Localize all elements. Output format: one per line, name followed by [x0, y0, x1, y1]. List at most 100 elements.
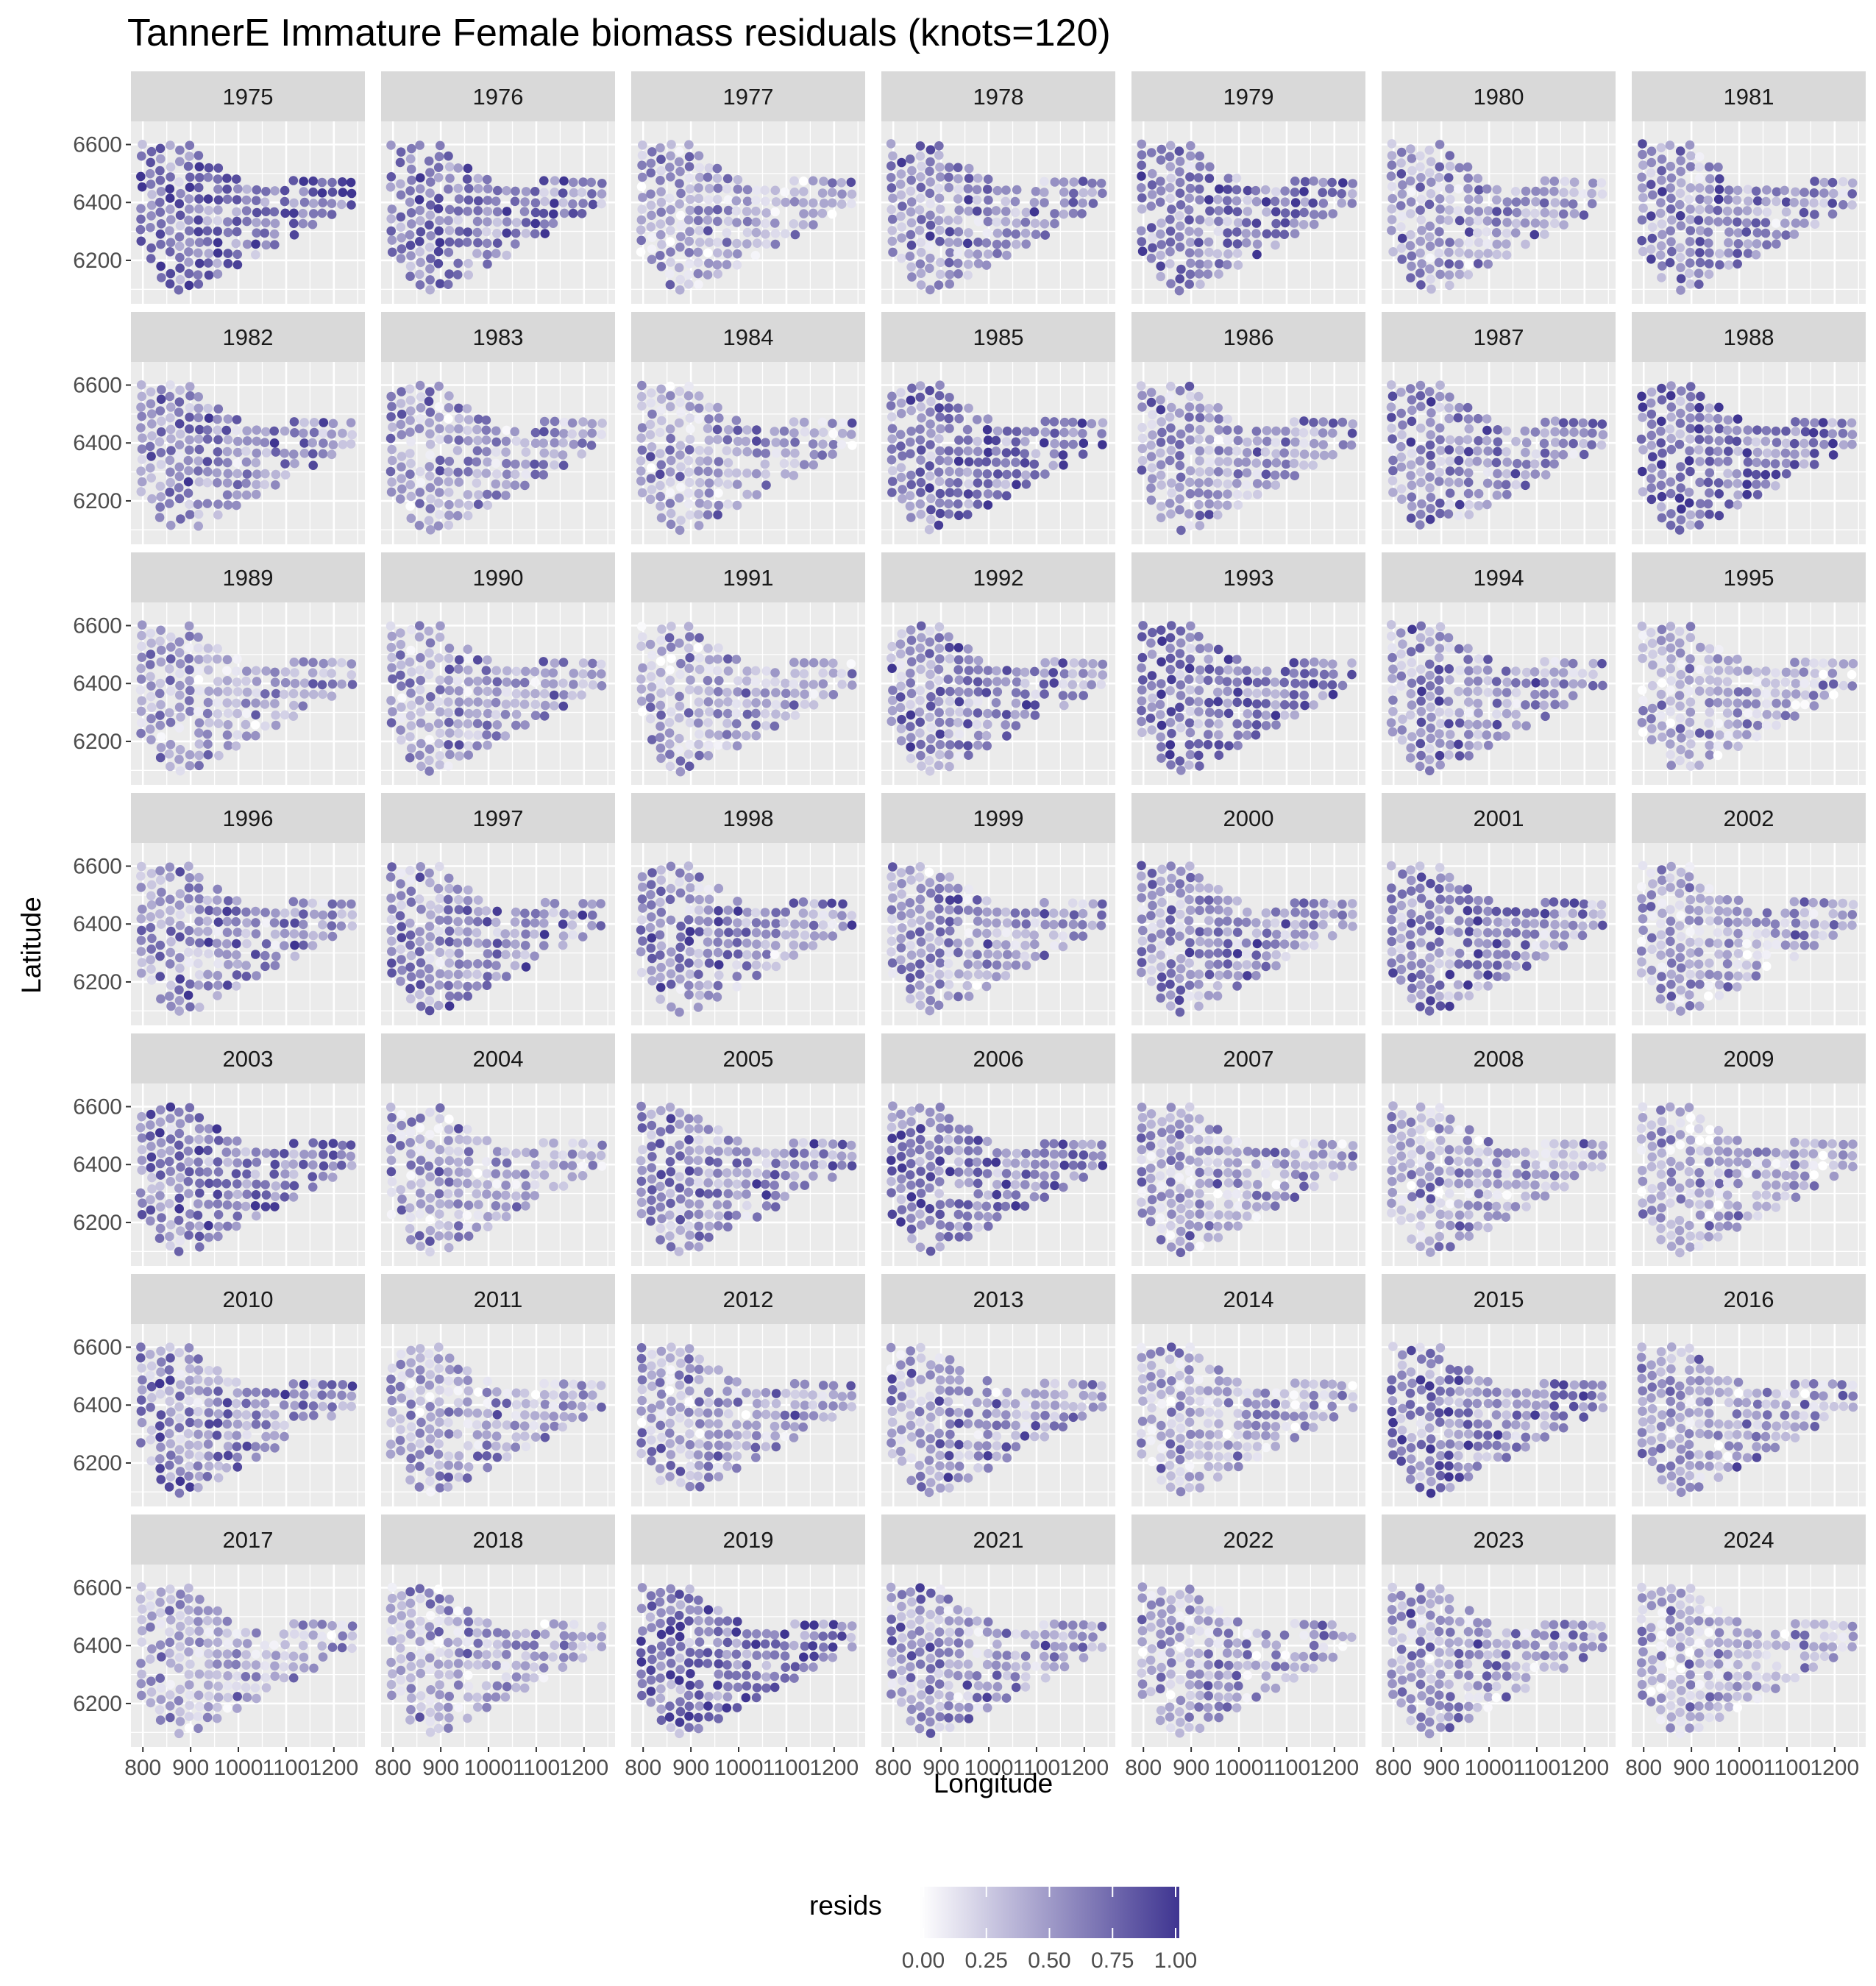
- residual-point: [1638, 653, 1647, 663]
- residual-point: [724, 928, 733, 937]
- residual-point: [454, 238, 463, 248]
- residual-point: [1223, 216, 1232, 227]
- residual-point: [530, 688, 540, 699]
- residual-point: [723, 195, 733, 204]
- residual-point: [1165, 936, 1175, 946]
- residual-point: [1465, 216, 1474, 227]
- residual-point: [482, 446, 491, 457]
- residual-point: [396, 713, 406, 723]
- residual-point: [1195, 424, 1205, 435]
- residual-point: [1214, 446, 1224, 455]
- residual-point: [1195, 905, 1204, 916]
- residual-point: [888, 862, 898, 872]
- residual-point: [250, 720, 260, 730]
- residual-point: [175, 263, 185, 273]
- residual-point: [232, 970, 242, 980]
- residual-point: [202, 226, 213, 236]
- residual-point: [955, 707, 964, 717]
- residual-point: [1137, 422, 1147, 433]
- residual-point: [1541, 711, 1550, 722]
- residual-point: [146, 672, 155, 682]
- residual-point: [1059, 187, 1069, 197]
- residual-point: [1733, 655, 1742, 664]
- residual-point: [1186, 140, 1195, 151]
- residual-point: [733, 906, 743, 916]
- residual-point: [1685, 510, 1696, 520]
- residual-point: [194, 905, 205, 914]
- residual-point: [742, 676, 752, 686]
- residual-point: [1012, 950, 1021, 960]
- residual-point: [1713, 698, 1723, 708]
- residual-point: [453, 719, 463, 729]
- residual-point: [1166, 279, 1176, 289]
- residual-point: [482, 939, 491, 948]
- residual-point: [1137, 893, 1146, 903]
- residual-point: [155, 897, 165, 907]
- residual-point: [945, 917, 955, 927]
- residual-point: [596, 659, 606, 669]
- residual-point: [907, 383, 917, 394]
- residual-point: [799, 669, 809, 679]
- residual-point: [722, 730, 732, 739]
- residual-point: [183, 488, 193, 498]
- residual-point: [1743, 436, 1752, 446]
- residual-point: [694, 969, 703, 979]
- residual-point: [1386, 620, 1396, 630]
- residual-point: [1713, 686, 1723, 696]
- residual-point: [520, 941, 530, 950]
- residual-point: [827, 898, 836, 908]
- residual-point: [1445, 730, 1455, 739]
- residual-point: [1705, 750, 1715, 760]
- residual-point: [1743, 185, 1753, 194]
- residual-point: [1146, 976, 1156, 986]
- residual-point: [646, 702, 655, 712]
- residual-point: [280, 208, 291, 218]
- residual-point: [703, 675, 713, 686]
- residual-point: [897, 923, 907, 933]
- residual-point: [1435, 194, 1445, 204]
- residual-point: [567, 418, 578, 428]
- residual-point: [510, 698, 520, 708]
- residual-point: [299, 197, 310, 207]
- residual-point: [667, 653, 676, 663]
- residual-point: [1638, 413, 1647, 422]
- residual-point: [271, 688, 281, 699]
- residual-point: [1800, 427, 1811, 437]
- residual-point: [473, 435, 483, 446]
- residual-point: [684, 259, 694, 268]
- residual-point: [705, 183, 714, 193]
- residual-point: [193, 958, 203, 969]
- residual-point: [926, 734, 936, 744]
- residual-point: [1588, 669, 1598, 680]
- residual-point: [1677, 659, 1686, 669]
- residual-point: [425, 275, 435, 285]
- residual-point: [165, 708, 174, 718]
- residual-point: [1396, 628, 1406, 638]
- residual-point: [1212, 249, 1223, 259]
- residual-point: [1417, 499, 1426, 509]
- residual-point: [1252, 436, 1262, 446]
- residual-point: [1472, 456, 1482, 466]
- residual-point: [174, 419, 185, 429]
- residual-point: [703, 917, 713, 927]
- residual-point: [1147, 869, 1157, 878]
- residual-point: [1137, 465, 1147, 475]
- residual-point: [492, 469, 502, 479]
- residual-point: [483, 184, 493, 193]
- residual-point: [1550, 449, 1560, 460]
- residual-point: [695, 172, 705, 182]
- residual-point: [136, 968, 146, 978]
- residual-point: [1638, 487, 1648, 496]
- residual-point: [935, 686, 945, 697]
- residual-point: [1473, 228, 1482, 238]
- residual-point: [530, 711, 541, 720]
- residual-point: [1694, 424, 1704, 434]
- residual-point: [396, 670, 405, 680]
- residual-point: [241, 195, 252, 205]
- residual-point: [1685, 413, 1695, 423]
- residual-point: [1435, 391, 1445, 402]
- residual-point: [1184, 412, 1194, 422]
- residual-point: [1204, 499, 1215, 509]
- residual-point: [1744, 196, 1753, 206]
- residual-point: [731, 655, 742, 664]
